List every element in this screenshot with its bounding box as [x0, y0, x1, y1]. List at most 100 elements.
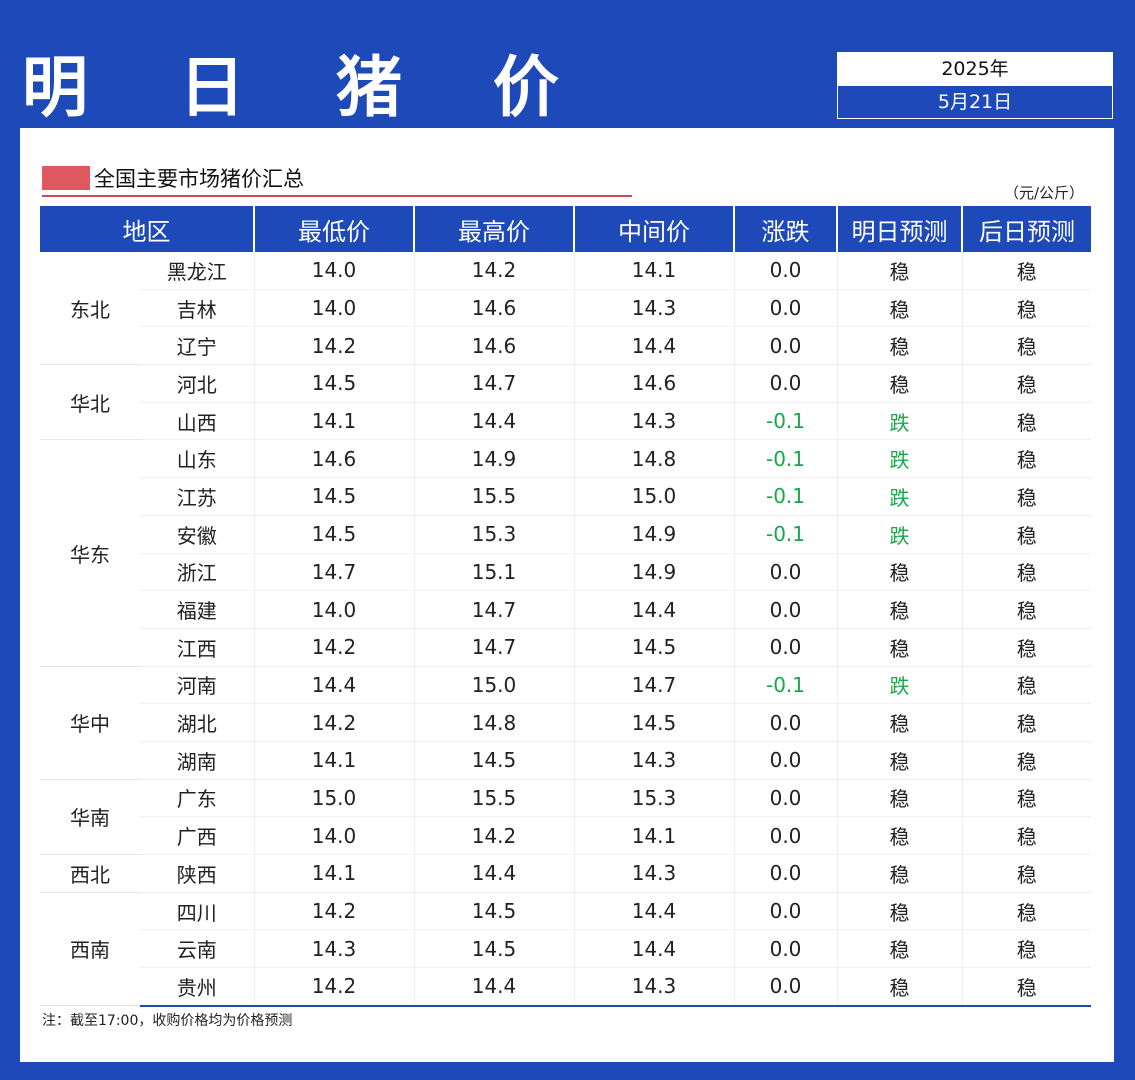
- province-cell: 山西: [140, 402, 254, 441]
- table-row: 山西 14.1 14.4 14.3 -0.1 跌稳: [40, 402, 1091, 441]
- min-price-cell: 14.7: [253, 553, 414, 592]
- table-body: 东北 黑龙江 14.0 14.2 14.1 0.0 稳稳吉林 14.0 14.6 14.3 0.0 稳…: [40, 252, 1091, 1007]
- mid-price-cell: 14.4: [573, 892, 734, 931]
- province-cell: 福建: [140, 590, 254, 629]
- min-price-cell: 14.4: [253, 666, 414, 705]
- change-cell: -0.1: [733, 439, 837, 479]
- min-price-cell: 15.0: [253, 779, 414, 818]
- mid-price-cell: 14.9: [573, 515, 734, 554]
- max-price-cell: 14.4: [413, 402, 574, 441]
- tomorrow-forecast-cell: 稳: [836, 628, 962, 667]
- tomorrow-forecast-cell: 跌: [836, 439, 962, 479]
- day-after-forecast-cell: 稳: [961, 628, 1091, 667]
- province-cell: 江西: [140, 628, 254, 667]
- mid-price-cell: 14.5: [573, 703, 734, 742]
- mid-price-cell: 14.8: [573, 439, 734, 479]
- province-cell: 吉林: [140, 289, 254, 328]
- mid-price-cell: 14.3: [573, 854, 734, 893]
- day-after-forecast-cell: 稳: [961, 553, 1091, 592]
- table-row: 东北 黑龙江 14.0 14.2 14.1 0.0 稳稳: [40, 252, 1091, 366]
- mid-price-cell: 14.3: [573, 289, 734, 328]
- table-row: 华东 山东 14.6 14.9 14.8 -0.1 跌稳: [40, 439, 1091, 667]
- unit-label: （元/公斤）: [1003, 184, 1084, 202]
- region-cell: 东北: [40, 252, 140, 366]
- mid-price-cell: 14.4: [573, 326, 734, 366]
- tomorrow-forecast-cell: 稳: [836, 703, 962, 742]
- province-cell: 广西: [140, 816, 254, 855]
- max-price-cell: 14.8: [413, 703, 574, 742]
- tomorrow-forecast-cell: 稳: [836, 854, 962, 893]
- change-cell: 0.0: [733, 967, 837, 1007]
- min-price-cell: 14.0: [253, 252, 414, 290]
- change-cell: -0.1: [733, 402, 837, 441]
- province-cell: 江苏: [140, 477, 254, 516]
- change-cell: 0.0: [733, 741, 837, 780]
- min-price-cell: 14.3: [253, 929, 414, 969]
- min-price-cell: 14.2: [253, 703, 414, 742]
- table-row: 华中 河南 14.4 15.0 14.7 -0.1 跌稳: [40, 666, 1091, 780]
- change-cell: 0.0: [733, 892, 837, 931]
- mid-price-cell: 14.5: [573, 628, 734, 667]
- table-row: 浙江 14.7 15.1 14.9 0.0 稳稳: [40, 553, 1091, 592]
- table-row: 吉林 14.0 14.6 14.3 0.0 稳稳: [40, 289, 1091, 328]
- min-price-cell: 14.5: [253, 364, 414, 403]
- min-price-cell: 14.2: [253, 892, 414, 931]
- table-row: 西北 陕西 14.1 14.4 14.3 0.0 稳稳: [40, 854, 1091, 893]
- min-price-cell: 14.1: [253, 402, 414, 441]
- mid-price-cell: 14.9: [573, 553, 734, 592]
- region-cell: 华南: [40, 779, 140, 856]
- change-cell: 0.0: [733, 590, 837, 629]
- province-cell: 黑龙江: [140, 252, 254, 290]
- max-price-cell: 14.7: [413, 364, 574, 403]
- min-price-cell: 14.6: [253, 439, 414, 479]
- region-cell: 华中: [40, 666, 140, 780]
- min-price-cell: 14.0: [253, 289, 414, 328]
- max-price-cell: 14.6: [413, 289, 574, 328]
- day-after-forecast-cell: 稳: [961, 703, 1091, 742]
- section-title: 全国主要市场猪价汇总: [94, 167, 304, 191]
- max-price-cell: 14.6: [413, 326, 574, 366]
- province-cell: 安徽: [140, 515, 254, 554]
- max-price-cell: 15.3: [413, 515, 574, 554]
- mid-price-cell: 14.3: [573, 402, 734, 441]
- change-cell: 0.0: [733, 628, 837, 667]
- change-cell: -0.1: [733, 477, 837, 516]
- tomorrow-forecast-cell: 稳: [836, 252, 962, 290]
- province-cell: 广东: [140, 779, 254, 818]
- tomorrow-forecast-cell: 跌: [836, 477, 962, 516]
- min-price-cell: 14.0: [253, 816, 414, 855]
- region-cell: 华北: [40, 364, 140, 441]
- min-price-cell: 14.5: [253, 477, 414, 516]
- max-price-cell: 15.5: [413, 477, 574, 516]
- header-change: 涨跌: [733, 206, 837, 252]
- tomorrow-forecast-cell: 稳: [836, 779, 962, 818]
- change-cell: 0.0: [733, 929, 837, 969]
- province-cell: 浙江: [140, 553, 254, 592]
- header-tomorrow-forecast: 明日预测: [836, 206, 962, 252]
- max-price-cell: 14.2: [413, 816, 574, 855]
- day-after-forecast-cell: 稳: [961, 364, 1091, 403]
- min-price-cell: 14.5: [253, 515, 414, 554]
- footnote: 注：截至17:00，收购价格均为价格预测: [42, 1013, 293, 1029]
- max-price-cell: 15.1: [413, 553, 574, 592]
- day-after-forecast-cell: 稳: [961, 252, 1091, 290]
- max-price-cell: 14.7: [413, 590, 574, 629]
- change-cell: 0.0: [733, 364, 837, 403]
- tomorrow-forecast-cell: 稳: [836, 741, 962, 780]
- date-year: 2025年: [838, 53, 1112, 86]
- mid-price-cell: 14.1: [573, 252, 734, 290]
- day-after-forecast-cell: 稳: [961, 326, 1091, 366]
- table-row: 贵州 14.2 14.4 14.3 0.0 稳稳: [40, 967, 1091, 1007]
- day-after-forecast-cell: 稳: [961, 402, 1091, 441]
- table-row: 福建 14.0 14.7 14.4 0.0 稳稳: [40, 590, 1091, 629]
- region-cell: 华东: [40, 439, 140, 667]
- day-after-forecast-cell: 稳: [961, 892, 1091, 931]
- table-row: 西南 四川 14.2 14.5 14.4 0.0 稳稳: [40, 892, 1091, 1007]
- tomorrow-forecast-cell: 稳: [836, 967, 962, 1007]
- content-panel: 全国主要市场猪价汇总 （元/公斤） 地区 最低价 最高价 中间价 涨跌 明日预测…: [20, 128, 1114, 1062]
- tomorrow-forecast-cell: 稳: [836, 326, 962, 366]
- min-price-cell: 14.1: [253, 741, 414, 780]
- date-box: 2025年 5月21日: [837, 52, 1113, 119]
- min-price-cell: 14.2: [253, 628, 414, 667]
- table-row: 湖北 14.2 14.8 14.5 0.0 稳稳: [40, 703, 1091, 742]
